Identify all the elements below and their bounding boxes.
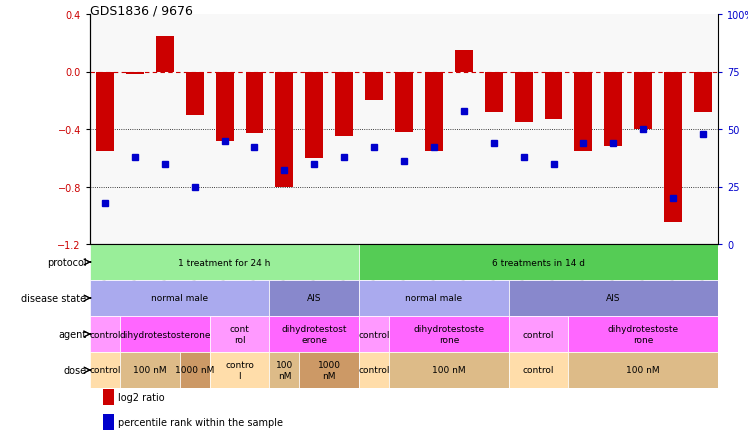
- Text: control: control: [89, 366, 120, 375]
- Bar: [425, 72, 443, 151]
- Bar: [96, 72, 114, 151]
- Text: AIS: AIS: [606, 294, 621, 303]
- Bar: [509, 280, 718, 316]
- Bar: [389, 316, 509, 352]
- Text: normal male: normal male: [405, 294, 462, 303]
- Text: 1000
nM: 1000 nM: [318, 361, 341, 380]
- Bar: [395, 72, 413, 132]
- Text: dihydrotestosterone: dihydrotestosterone: [119, 330, 210, 339]
- Text: 100
nM: 100 nM: [276, 361, 293, 380]
- Bar: [455, 51, 473, 72]
- Bar: [299, 352, 359, 388]
- Bar: [209, 316, 269, 352]
- Bar: [365, 72, 383, 101]
- Bar: [485, 72, 503, 112]
- Bar: [156, 36, 174, 72]
- Text: protocol: protocol: [46, 257, 86, 267]
- Bar: [269, 352, 299, 388]
- Bar: [359, 316, 389, 352]
- Bar: [359, 244, 718, 280]
- Bar: [509, 316, 568, 352]
- Bar: [305, 72, 323, 158]
- Text: agent: agent: [58, 329, 86, 339]
- Bar: [90, 280, 269, 316]
- Text: dose: dose: [63, 365, 86, 375]
- Bar: [389, 352, 509, 388]
- Bar: [245, 72, 263, 134]
- Bar: [269, 316, 359, 352]
- Text: log2 ratio: log2 ratio: [118, 392, 165, 402]
- Bar: [509, 352, 568, 388]
- Bar: [359, 280, 509, 316]
- Bar: [102, 389, 114, 405]
- Bar: [120, 316, 209, 352]
- Bar: [545, 72, 562, 120]
- Bar: [209, 352, 269, 388]
- Text: control: control: [358, 366, 390, 375]
- Bar: [694, 72, 712, 112]
- Bar: [186, 72, 203, 115]
- Bar: [359, 352, 389, 388]
- Text: GDS1836 / 9676: GDS1836 / 9676: [90, 5, 193, 18]
- Text: dihydrotestoste
rone: dihydrotestoste rone: [414, 325, 485, 344]
- Bar: [335, 72, 353, 137]
- Text: 100 nM: 100 nM: [626, 366, 660, 375]
- Bar: [90, 316, 120, 352]
- Bar: [126, 72, 144, 75]
- Bar: [275, 72, 293, 187]
- Text: 1 treatment for 24 h: 1 treatment for 24 h: [178, 258, 271, 267]
- Bar: [90, 244, 359, 280]
- Text: 6 treatments in 14 d: 6 treatments in 14 d: [492, 258, 585, 267]
- Text: 1000 nM: 1000 nM: [175, 366, 215, 375]
- Text: control: control: [358, 330, 390, 339]
- Bar: [574, 72, 592, 151]
- Bar: [269, 280, 359, 316]
- Text: control: control: [89, 330, 120, 339]
- Bar: [180, 352, 209, 388]
- Text: normal male: normal male: [151, 294, 208, 303]
- Bar: [120, 352, 180, 388]
- Bar: [634, 72, 652, 130]
- Bar: [215, 72, 233, 141]
- Bar: [604, 72, 622, 147]
- Bar: [515, 72, 533, 122]
- Text: disease state: disease state: [21, 293, 86, 303]
- Text: dihydrotestost
erone: dihydrotestost erone: [281, 325, 347, 344]
- Bar: [90, 352, 120, 388]
- Text: control: control: [523, 366, 554, 375]
- Bar: [664, 72, 682, 223]
- Bar: [568, 316, 718, 352]
- Text: percentile rank within the sample: percentile rank within the sample: [118, 417, 283, 427]
- Text: control: control: [523, 330, 554, 339]
- Text: 100 nM: 100 nM: [432, 366, 466, 375]
- Text: AIS: AIS: [307, 294, 322, 303]
- Text: contro
l: contro l: [225, 361, 254, 380]
- Bar: [102, 414, 114, 430]
- Bar: [568, 352, 718, 388]
- Text: 100 nM: 100 nM: [133, 366, 167, 375]
- Text: dihydrotestoste
rone: dihydrotestoste rone: [607, 325, 678, 344]
- Text: cont
rol: cont rol: [230, 325, 250, 344]
